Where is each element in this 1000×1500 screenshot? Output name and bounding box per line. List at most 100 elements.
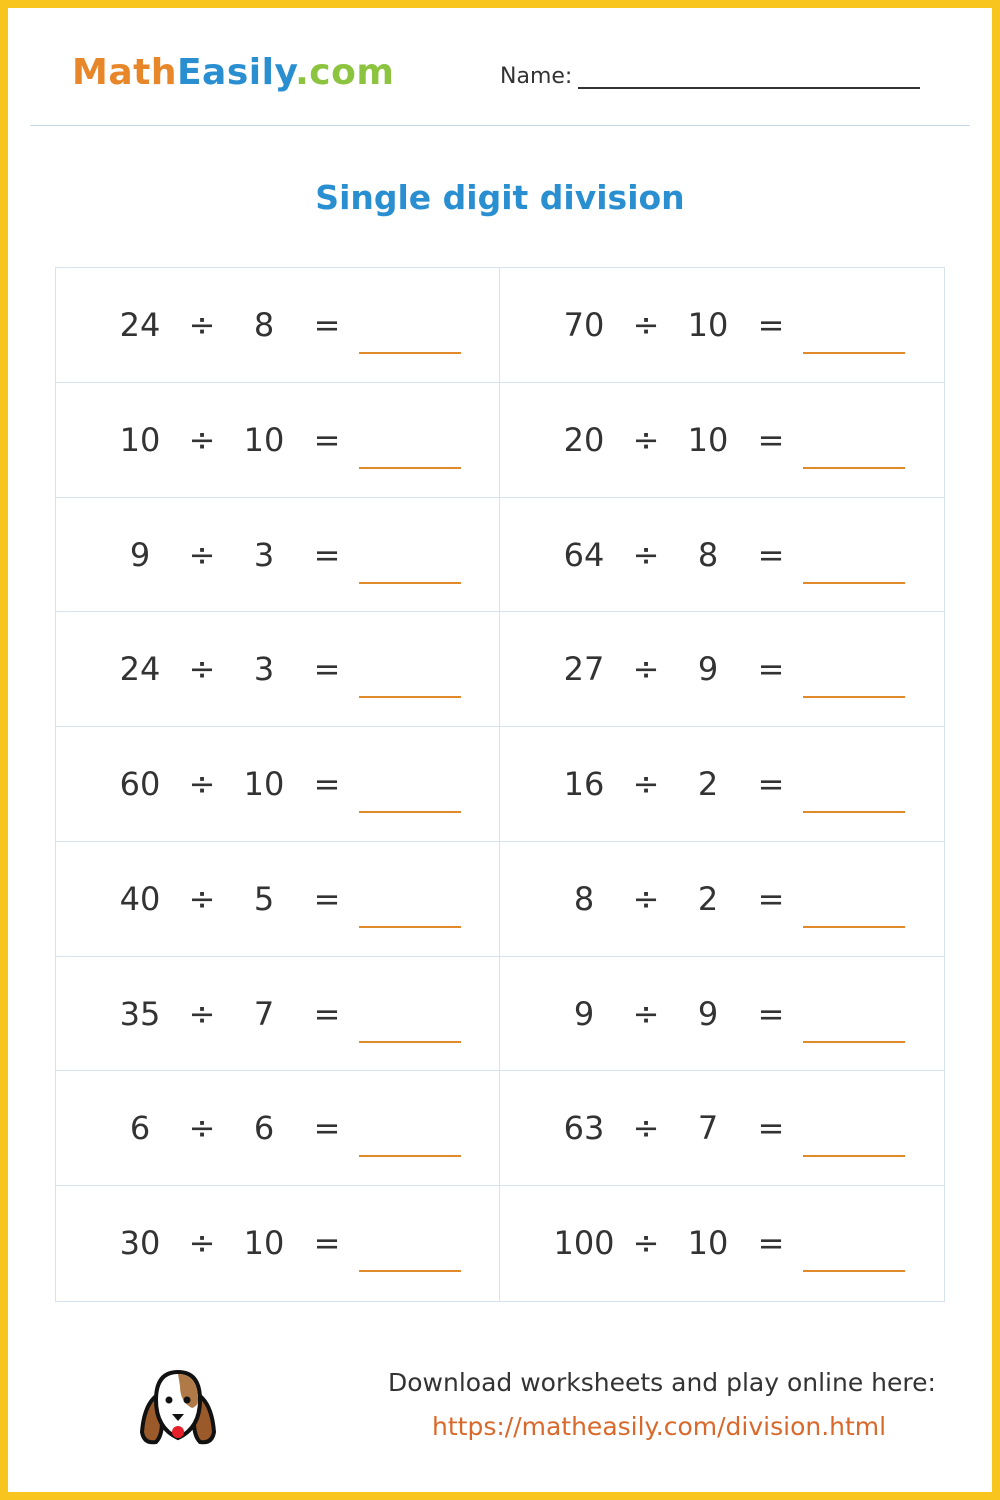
equals-sign: = (313, 535, 341, 574)
answer-blank[interactable] (803, 696, 905, 699)
name-line[interactable] (578, 65, 921, 89)
dividend: 27 (563, 650, 605, 689)
problem-cell: 16 ÷ 2 = (500, 727, 944, 842)
divide-sign: ÷ (188, 420, 216, 459)
equals-sign: = (313, 1224, 341, 1263)
answer-blank[interactable] (359, 352, 461, 354)
equals-sign: = (313, 420, 341, 459)
equals-sign: = (313, 650, 341, 689)
equals-sign: = (313, 994, 341, 1033)
answer-blank[interactable] (803, 1040, 905, 1043)
dividend: 63 (563, 1109, 605, 1148)
dividend: 24 (119, 306, 161, 344)
divisor: 9 (697, 994, 719, 1033)
divide-sign: ÷ (188, 1109, 216, 1148)
divide-sign: ÷ (632, 420, 660, 459)
dividend: 16 (563, 765, 605, 804)
worksheet-title: Single digit division (315, 178, 685, 217)
problem-cell: 24 ÷ 3 = (56, 612, 500, 728)
answer-blank[interactable] (803, 581, 905, 584)
problem-cell: 20 ÷ 10 = (500, 383, 944, 498)
divisor: 10 (243, 1224, 285, 1263)
divide-sign: ÷ (632, 535, 660, 574)
logo-easily: Easily (176, 52, 296, 93)
equals-sign: = (757, 650, 785, 689)
problem-cell: 8 ÷ 2 = (500, 842, 944, 957)
problem-cell: 70 ÷ 10 = (500, 268, 944, 383)
problem-cell: 24 ÷ 8 = (56, 268, 500, 383)
problem-cell: 30 ÷ 10 = (56, 1186, 500, 1301)
dividend: 10 (119, 420, 161, 459)
answer-blank[interactable] (359, 581, 461, 584)
dividend: 64 (563, 535, 605, 574)
problem-cell: 100 ÷ 10 = (500, 1186, 944, 1301)
answer-blank[interactable] (359, 1040, 461, 1043)
divisor: 5 (253, 879, 275, 918)
logo: MathEasily.com (72, 52, 394, 93)
problem-cell: 64 ÷ 8 = (500, 498, 944, 613)
dividend: 9 (129, 535, 151, 574)
equals-sign: = (313, 306, 341, 344)
footer-link[interactable]: https://matheasily.com/division.html (432, 1412, 887, 1441)
name-field[interactable]: Name: (500, 64, 921, 89)
answer-blank[interactable] (803, 352, 905, 354)
answer-blank[interactable] (359, 696, 461, 699)
divisor: 10 (243, 765, 285, 804)
divide-sign: ÷ (188, 650, 216, 689)
footer-text: Download worksheets and play online here… (388, 1368, 936, 1397)
answer-blank[interactable] (359, 925, 461, 928)
dividend: 40 (119, 879, 161, 918)
divisor: 7 (253, 994, 275, 1033)
answer-blank[interactable] (803, 1155, 905, 1158)
dividend: 100 (553, 1224, 615, 1263)
divisor: 8 (253, 306, 275, 344)
divisor: 6 (253, 1109, 275, 1148)
divide-sign: ÷ (632, 765, 660, 804)
divisor: 10 (687, 1224, 729, 1263)
divisor: 8 (697, 535, 719, 574)
dividend: 35 (119, 994, 161, 1033)
answer-blank[interactable] (803, 466, 905, 469)
equals-sign: = (757, 1109, 785, 1148)
equals-sign: = (757, 1224, 785, 1263)
divide-sign: ÷ (188, 1224, 216, 1263)
divisor: 10 (687, 420, 729, 459)
problem-grid: 24 ÷ 8 = 70 ÷ 10 = 10 ÷ 10 = 20 ÷ 10 = 9… (55, 267, 945, 1302)
problem-cell: 40 ÷ 5 = (56, 841, 500, 957)
problem-cell: 27 ÷ 9 = (500, 612, 944, 728)
divide-sign: ÷ (632, 994, 660, 1033)
equals-sign: = (757, 879, 785, 918)
divisor: 10 (687, 306, 729, 344)
divide-sign: ÷ (188, 765, 216, 804)
divide-sign: ÷ (632, 1109, 660, 1148)
divide-sign: ÷ (188, 306, 216, 344)
answer-blank[interactable] (803, 811, 905, 814)
dividend: 60 (119, 765, 161, 804)
equals-sign: = (313, 765, 341, 804)
dividend: 24 (119, 650, 161, 689)
answer-blank[interactable] (359, 1155, 461, 1158)
answer-blank[interactable] (359, 466, 461, 469)
name-label: Name: (500, 64, 573, 89)
equals-sign: = (757, 306, 785, 344)
divide-sign: ÷ (188, 994, 216, 1033)
divisor: 2 (697, 879, 719, 918)
problem-cell: 6 ÷ 6 = (56, 1071, 500, 1187)
divisor: 10 (243, 420, 285, 459)
divisor: 2 (697, 765, 719, 804)
problem-cell: 63 ÷ 7 = (500, 1071, 944, 1187)
dog-icon (139, 1369, 217, 1445)
equals-sign: = (313, 1109, 341, 1148)
divisor: 9 (697, 650, 719, 689)
logo-com: .com (295, 52, 395, 93)
divide-sign: ÷ (188, 535, 216, 574)
dividend: 6 (129, 1109, 151, 1148)
divide-sign: ÷ (632, 650, 660, 689)
divisor: 7 (697, 1109, 719, 1148)
divide-sign: ÷ (632, 306, 660, 344)
answer-blank[interactable] (359, 811, 461, 814)
answer-blank[interactable] (803, 925, 905, 928)
answer-blank[interactable] (359, 1270, 461, 1273)
answer-blank[interactable] (803, 1270, 905, 1273)
